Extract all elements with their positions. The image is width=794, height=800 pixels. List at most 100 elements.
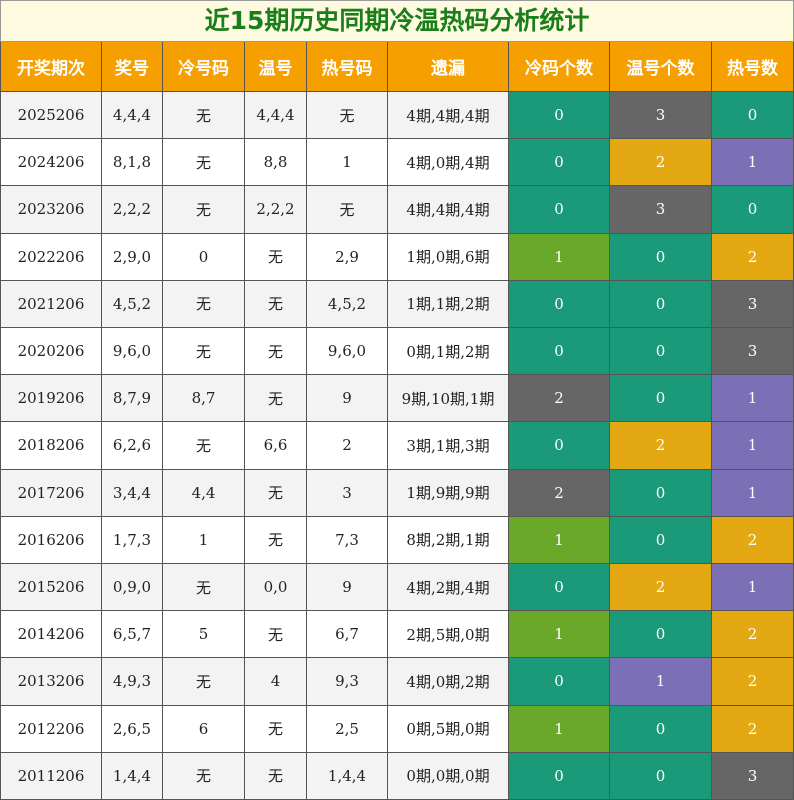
- table-cell: 无: [163, 422, 245, 470]
- header-cell: 冷码个数: [509, 42, 610, 92]
- table-cell: 2013206: [0, 658, 102, 706]
- table-cell: 1: [509, 516, 610, 564]
- table-cell: 1期,1期,2期: [388, 280, 509, 328]
- table-cell: 0: [509, 422, 610, 470]
- table-cell: 1: [307, 139, 388, 187]
- table-cell: 0: [712, 92, 794, 140]
- table-cell: 0: [610, 611, 712, 659]
- table-cell: 7,3: [307, 516, 388, 564]
- table-cell: 3: [307, 469, 388, 517]
- table-cell: 9: [307, 375, 388, 423]
- table-cell: 无: [163, 139, 245, 187]
- table-cell: 0: [610, 375, 712, 423]
- table-cell: 2: [610, 564, 712, 612]
- table-cell: 0: [610, 752, 712, 800]
- header-cell: 冷号码: [163, 42, 245, 92]
- table-cell: 2012206: [0, 705, 102, 753]
- table-cell: 无: [245, 752, 307, 800]
- header-cell: 奖号: [102, 42, 163, 92]
- table-cell: 9,6,0: [307, 328, 388, 376]
- table-cell: 1: [509, 233, 610, 281]
- table-cell: 2: [509, 375, 610, 423]
- table-cell: 1: [712, 564, 794, 612]
- table-cell: 2: [307, 422, 388, 470]
- table-cell: 4,4: [163, 469, 245, 517]
- table-cell: 2,5: [307, 705, 388, 753]
- table-cell: 0期,5期,0期: [388, 705, 509, 753]
- table-cell: 1: [712, 422, 794, 470]
- table-cell: 2022206: [0, 233, 102, 281]
- table-cell: 6,6: [245, 422, 307, 470]
- table-cell: 2: [712, 233, 794, 281]
- table-cell: 1,4,4: [307, 752, 388, 800]
- table-cell: 2,2,2: [102, 186, 163, 234]
- header-cell: 温号: [245, 42, 307, 92]
- table-cell: 4期,0期,4期: [388, 139, 509, 187]
- table-cell: 2018206: [0, 422, 102, 470]
- table-cell: 3: [712, 280, 794, 328]
- table-cell: 无: [307, 186, 388, 234]
- table-cell: 无: [245, 233, 307, 281]
- table-cell: 5: [163, 611, 245, 659]
- table-cell: 9,6,0: [102, 328, 163, 376]
- table-cell: 1: [509, 611, 610, 659]
- table-cell: 无: [245, 611, 307, 659]
- table-cell: 6,7: [307, 611, 388, 659]
- table-cell: 3,4,4: [102, 469, 163, 517]
- table-cell: 6,5,7: [102, 611, 163, 659]
- table-cell: 2,2,2: [245, 186, 307, 234]
- table-cell: 4,5,2: [307, 280, 388, 328]
- table-cell: 2: [712, 516, 794, 564]
- table-cell: 0,9,0: [102, 564, 163, 612]
- title: 近15期历史同期冷温热码分析统计: [0, 0, 794, 42]
- table-cell: 0: [509, 92, 610, 140]
- table-cell: 0: [509, 564, 610, 612]
- table-cell: 3: [712, 328, 794, 376]
- table-cell: 无: [245, 516, 307, 564]
- header-cell: 热号数: [712, 42, 794, 92]
- table-cell: 0: [610, 516, 712, 564]
- table-cell: 3: [610, 92, 712, 140]
- table-cell: 2016206: [0, 516, 102, 564]
- table-cell: 3: [712, 752, 794, 800]
- table-cell: 0: [610, 469, 712, 517]
- table-cell: 2024206: [0, 139, 102, 187]
- table-cell: 0: [610, 328, 712, 376]
- table-cell: 1: [712, 139, 794, 187]
- table-cell: 2: [712, 705, 794, 753]
- table-cell: 1: [712, 469, 794, 517]
- table-cell: 2014206: [0, 611, 102, 659]
- table-cell: 无: [245, 328, 307, 376]
- table-cell: 无: [307, 92, 388, 140]
- table-cell: 2020206: [0, 328, 102, 376]
- table-cell: 2019206: [0, 375, 102, 423]
- table-cell: 无: [163, 186, 245, 234]
- table-cell: 6: [163, 705, 245, 753]
- header-cell: 开奖期次: [0, 42, 102, 92]
- table-cell: 8,8: [245, 139, 307, 187]
- table-cell: 4期,0期,2期: [388, 658, 509, 706]
- table-cell: 无: [163, 752, 245, 800]
- table-cell: 0: [610, 280, 712, 328]
- table-cell: 9,3: [307, 658, 388, 706]
- table-cell: 8期,2期,1期: [388, 516, 509, 564]
- table-cell: 9期,10期,1期: [388, 375, 509, 423]
- table-cell: 2: [509, 469, 610, 517]
- table-cell: 4,9,3: [102, 658, 163, 706]
- table-cell: 无: [245, 705, 307, 753]
- table-cell: 4,5,2: [102, 280, 163, 328]
- table-cell: 4期,2期,4期: [388, 564, 509, 612]
- table-cell: 0: [509, 139, 610, 187]
- table-cell: 无: [245, 375, 307, 423]
- table-cell: 4,4,4: [245, 92, 307, 140]
- table-cell: 无: [163, 658, 245, 706]
- table-cell: 8,7,9: [102, 375, 163, 423]
- table-cell: 1期,0期,6期: [388, 233, 509, 281]
- table-cell: 0: [509, 752, 610, 800]
- table-cell: 无: [245, 280, 307, 328]
- table-cell: 4期,4期,4期: [388, 92, 509, 140]
- table-cell: 0: [610, 233, 712, 281]
- table-cell: 1: [610, 658, 712, 706]
- table-cell: 4: [245, 658, 307, 706]
